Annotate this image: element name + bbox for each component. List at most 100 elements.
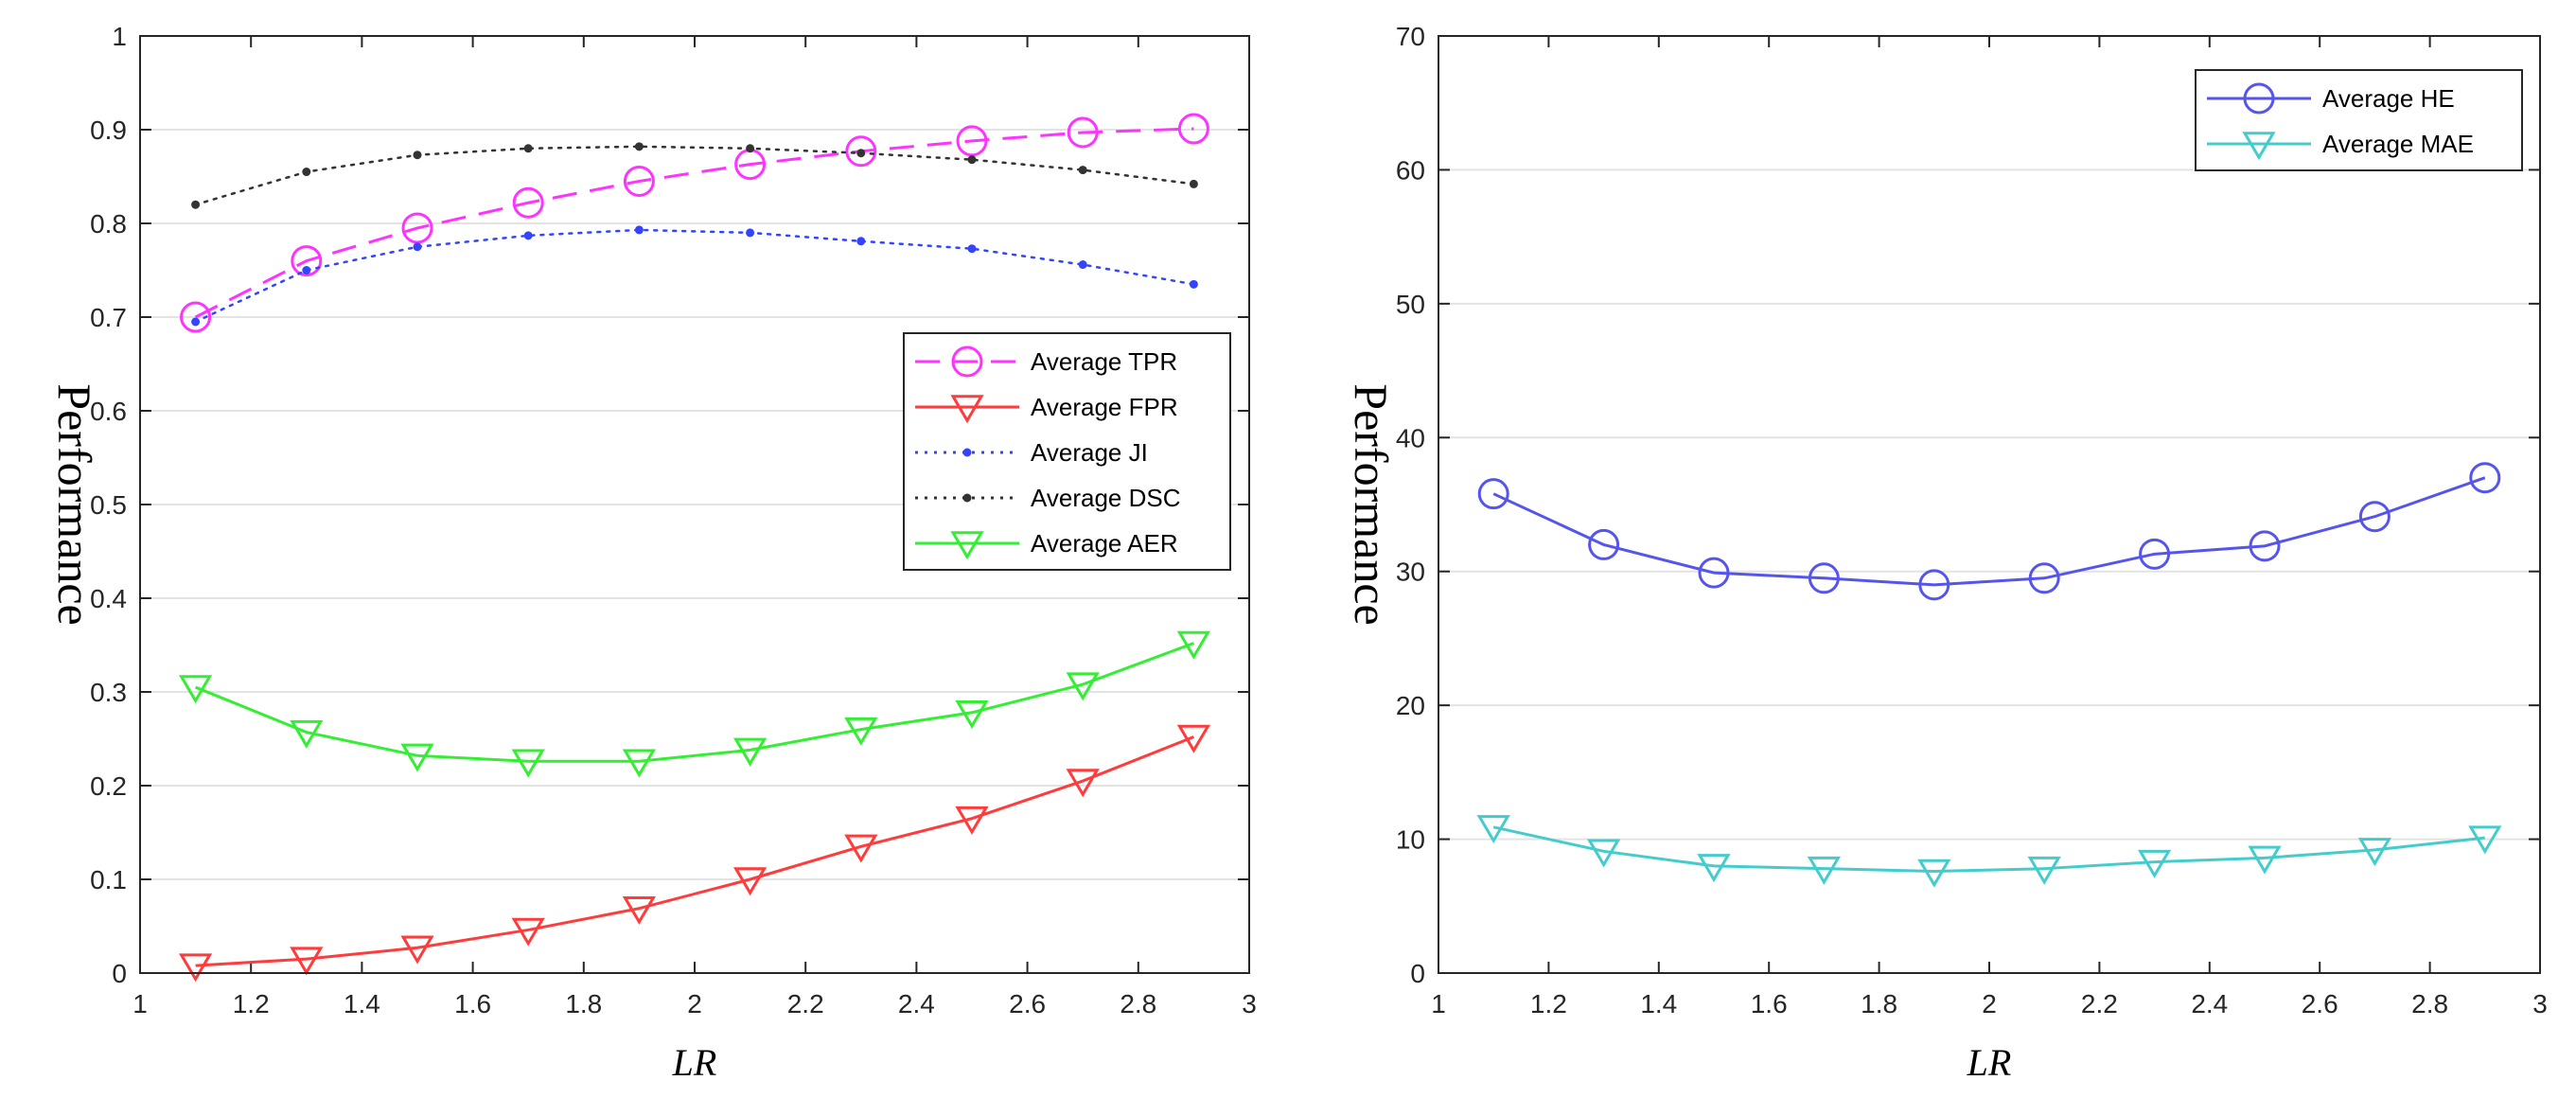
data-point-average-aer [955,700,989,729]
data-point-average-mae [2468,825,2502,855]
data-point-average-dsc [302,168,311,177]
data-point-average-fpr [1176,724,1211,753]
x-tick-label: 1.4 [344,989,380,1018]
data-point-average-he [1698,557,1730,589]
x-tick-label: 1.8 [1861,989,1897,1018]
data-point-average-he [1477,478,1509,510]
data-point-average-ji [302,266,311,274]
data-point-average-he [2028,562,2060,594]
data-point-average-dsc [191,200,201,209]
x-tick-label: 2.2 [787,989,824,1018]
data-point-average-tpr [401,212,433,244]
legend-entry-average-mae: Average MAE [2207,130,2474,161]
x-tick-label: 1.4 [1640,989,1677,1018]
series-average-dsc [191,142,1198,209]
data-point-average-dsc [523,144,533,153]
data-point-average-mae [1476,815,1510,844]
data-point-average-he [1808,562,1840,594]
data-point-average-ji [634,225,644,235]
data-point-average-aer [622,749,657,778]
data-point-average-mae [2137,849,2172,878]
x-tick-label: 2.6 [1009,989,1046,1018]
y-tick-label: 20 [1396,691,1425,720]
data-point-average-aer [400,743,434,772]
y-tick-label: 50 [1396,290,1425,319]
x-tick-label: 2.8 [1120,989,1156,1018]
series-line-average-mae [1492,825,2485,874]
data-point-average-fpr [400,935,434,965]
x-tick-label: 1 [132,989,148,1018]
data-point-average-mae [1807,856,1842,885]
series-line-average-he [1492,476,2486,587]
data-point-average-ji [413,242,422,252]
data-point-average-fpr [511,917,545,947]
legend-label: Average MAE [2322,130,2474,158]
data-point-average-fpr [622,895,657,925]
data-point-average-fpr [955,806,989,835]
legend-entry-average-aer: Average AER [915,529,1178,560]
axes-frame [1438,35,2541,974]
legend-entry-average-ji: Average JI [915,438,1148,467]
data-point-average-he [2139,538,2171,570]
series-line-average-fpr [195,735,1194,967]
data-point-average-tpr [1067,116,1099,149]
data-point-average-aer [1066,672,1100,701]
x-tick-label: 2.8 [2411,989,2448,1018]
series-average-fpr [178,724,1211,983]
data-point-average-tpr [512,186,544,219]
legend-entry-average-tpr: Average TPR [915,345,1177,378]
series-average-mae [1476,815,2502,888]
legend-label: Average FPR [1031,393,1178,421]
data-point-average-aer [290,719,324,749]
legend-label: Average JI [1031,438,1148,467]
data-point-average-he [2249,530,2281,562]
legend-entry-average-he: Average HE [2207,82,2455,115]
x-tick-label: 1.6 [1751,989,1788,1018]
x-tick-label: 3 [1242,989,1257,1018]
y-tick-label: 30 [1396,558,1425,587]
data-point-average-dsc [856,149,866,158]
y-tick-label: 70 [1396,22,1425,51]
series-average-ji [191,225,1198,327]
data-point-average-dsc [967,155,977,165]
x-tick-label: 2 [687,989,702,1018]
series-line-average-aer [195,642,1194,763]
legend-entry-average-dsc: Average DSC [915,484,1181,512]
data-point-average-aer [732,737,768,767]
y-tick-label: 0.2 [90,771,127,801]
y-tick-label: 0.1 [90,865,127,894]
y-tick-label: 0.3 [90,678,127,707]
data-point-average-tpr [1177,113,1209,145]
series-line-average-dsc [194,145,1195,206]
data-point-average-mae [2357,838,2392,867]
y-tick-label: 0.8 [90,209,127,239]
y-tick-label: 0.6 [90,397,127,426]
legend-marker [951,345,983,378]
y-tick-label: 10 [1396,825,1425,855]
y-tick-label: 0.5 [90,490,127,520]
data-point-average-ji [856,237,866,246]
x-axis-label: LR [672,1041,717,1084]
data-point-average-ji [191,317,201,327]
data-point-average-mae [1586,839,1621,868]
data-point-average-aer [511,749,545,778]
data-point-average-dsc [1078,166,1087,175]
y-tick-label: 0 [112,959,127,988]
data-point-average-ji [967,244,977,254]
data-point-average-aer [178,675,213,704]
data-point-average-aer [844,717,878,746]
series-average-aer [178,630,1211,778]
x-tick-label: 2.4 [898,989,935,1018]
y-tick-label: 60 [1396,155,1425,185]
data-point-average-aer [1176,630,1211,660]
x-tick-label: 1.6 [454,989,491,1018]
data-point-average-he [2469,462,2501,494]
legend-label: Average TPR [1031,347,1177,376]
data-point-average-he [2358,501,2391,533]
data-point-average-ji [1078,260,1087,270]
x-tick-label: 2.6 [2302,989,2338,1018]
plot-area [1438,36,2540,973]
legend-marker [2242,132,2276,161]
x-tick-label: 1.2 [233,989,270,1018]
data-point-average-mae [2027,856,2061,885]
